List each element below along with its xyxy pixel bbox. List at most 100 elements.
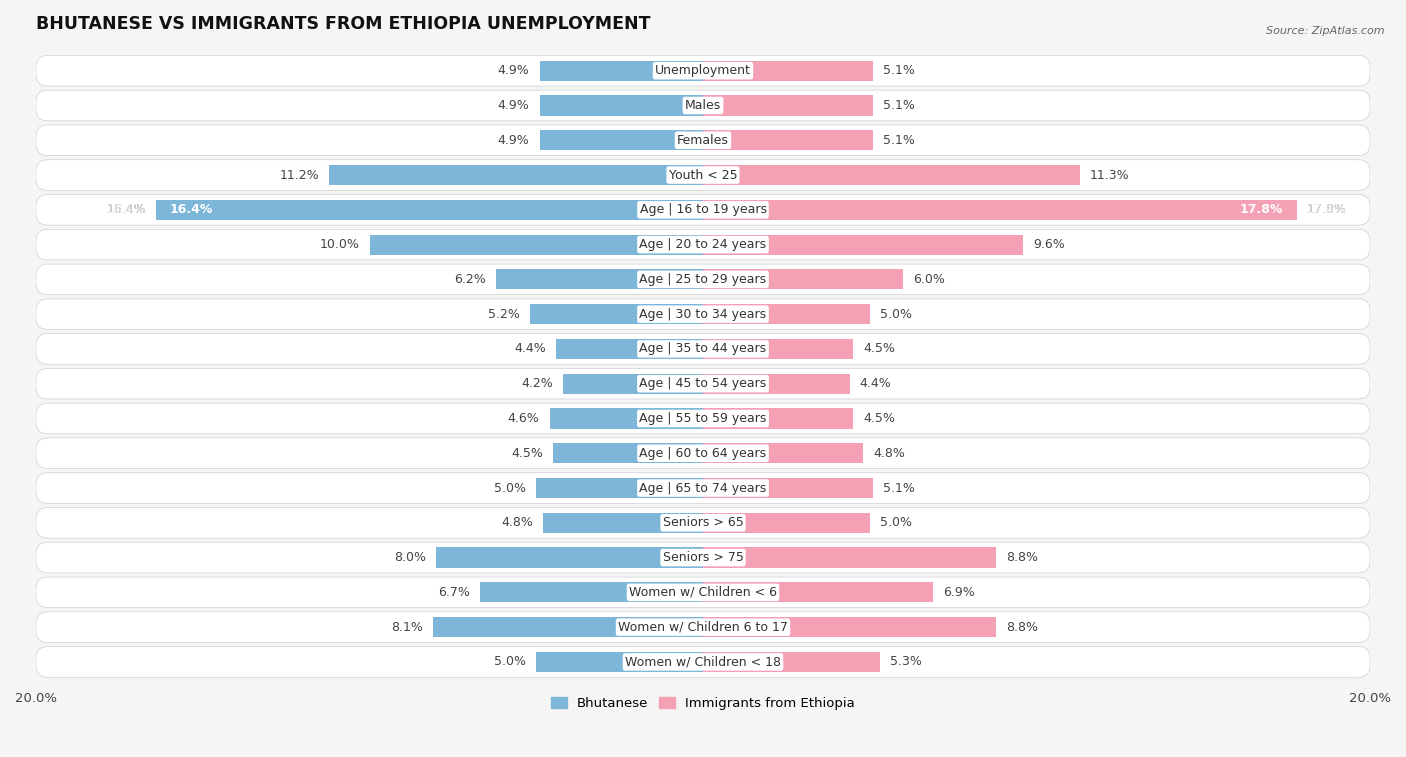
Bar [540, 130, 703, 151]
Text: 16.4%: 16.4% [107, 204, 146, 217]
Bar [703, 652, 880, 672]
Bar [553, 443, 703, 463]
Text: Age | 20 to 24 years: Age | 20 to 24 years [640, 238, 766, 251]
Text: 11.3%: 11.3% [1090, 169, 1129, 182]
Bar [703, 617, 997, 637]
FancyBboxPatch shape [37, 507, 1369, 538]
FancyBboxPatch shape [37, 55, 1369, 86]
Bar [156, 200, 703, 220]
Text: 5.1%: 5.1% [883, 134, 915, 147]
Text: 16.4%: 16.4% [107, 204, 146, 217]
Text: 8.8%: 8.8% [1007, 551, 1039, 564]
FancyBboxPatch shape [37, 369, 1369, 399]
Text: 6.2%: 6.2% [454, 273, 486, 286]
Text: BHUTANESE VS IMMIGRANTS FROM ETHIOPIA UNEMPLOYMENT: BHUTANESE VS IMMIGRANTS FROM ETHIOPIA UN… [37, 15, 651, 33]
Text: Women w/ Children < 18: Women w/ Children < 18 [626, 656, 780, 668]
Bar [703, 304, 870, 324]
Text: 5.0%: 5.0% [880, 516, 911, 529]
Bar [703, 339, 853, 359]
Text: Age | 30 to 34 years: Age | 30 to 34 years [640, 307, 766, 321]
Text: Age | 65 to 74 years: Age | 65 to 74 years [640, 481, 766, 494]
Text: 16.4%: 16.4% [169, 204, 212, 217]
Text: 6.9%: 6.9% [943, 586, 974, 599]
Text: 4.4%: 4.4% [515, 342, 547, 356]
Bar [703, 235, 1024, 254]
Bar [703, 408, 853, 428]
Bar [436, 547, 703, 568]
FancyBboxPatch shape [37, 472, 1369, 503]
Bar [370, 235, 703, 254]
Text: 8.8%: 8.8% [1007, 621, 1039, 634]
Text: Women w/ Children < 6: Women w/ Children < 6 [628, 586, 778, 599]
Bar [703, 165, 1080, 185]
Text: 4.9%: 4.9% [498, 64, 530, 77]
Bar [530, 304, 703, 324]
Text: Seniors > 65: Seniors > 65 [662, 516, 744, 529]
Bar [550, 408, 703, 428]
Bar [543, 512, 703, 533]
Bar [703, 200, 1296, 220]
Text: Women w/ Children 6 to 17: Women w/ Children 6 to 17 [619, 621, 787, 634]
Text: 11.2%: 11.2% [280, 169, 319, 182]
Bar [329, 165, 703, 185]
Bar [496, 269, 703, 289]
Text: 4.9%: 4.9% [498, 99, 530, 112]
FancyBboxPatch shape [37, 125, 1369, 156]
Text: 5.0%: 5.0% [880, 307, 911, 321]
Text: 4.5%: 4.5% [863, 412, 896, 425]
Text: 4.5%: 4.5% [863, 342, 896, 356]
FancyBboxPatch shape [37, 90, 1369, 121]
Text: 4.5%: 4.5% [510, 447, 543, 459]
Text: Age | 60 to 64 years: Age | 60 to 64 years [640, 447, 766, 459]
FancyBboxPatch shape [37, 542, 1369, 573]
Text: Age | 16 to 19 years: Age | 16 to 19 years [640, 204, 766, 217]
Text: 5.1%: 5.1% [883, 64, 915, 77]
Bar [540, 95, 703, 116]
Text: Source: ZipAtlas.com: Source: ZipAtlas.com [1267, 26, 1385, 36]
Text: Youth < 25: Youth < 25 [669, 169, 737, 182]
Text: Seniors > 75: Seniors > 75 [662, 551, 744, 564]
Text: 4.9%: 4.9% [498, 134, 530, 147]
Text: 10.0%: 10.0% [319, 238, 360, 251]
FancyBboxPatch shape [37, 264, 1369, 294]
Text: 4.2%: 4.2% [522, 377, 553, 390]
FancyBboxPatch shape [37, 160, 1369, 190]
Bar [562, 374, 703, 394]
Text: 8.1%: 8.1% [391, 621, 423, 634]
Bar [703, 443, 863, 463]
Bar [703, 582, 934, 603]
FancyBboxPatch shape [37, 612, 1369, 643]
Text: 4.6%: 4.6% [508, 412, 540, 425]
Text: 5.2%: 5.2% [488, 307, 520, 321]
Bar [703, 61, 873, 81]
Text: 5.0%: 5.0% [495, 656, 526, 668]
Text: 5.1%: 5.1% [883, 481, 915, 494]
Text: Age | 45 to 54 years: Age | 45 to 54 years [640, 377, 766, 390]
Text: Unemployment: Unemployment [655, 64, 751, 77]
Bar [703, 547, 997, 568]
Bar [536, 652, 703, 672]
Text: 4.8%: 4.8% [501, 516, 533, 529]
FancyBboxPatch shape [37, 577, 1369, 608]
Text: Females: Females [678, 134, 728, 147]
Bar [703, 374, 849, 394]
Bar [703, 478, 873, 498]
Bar [703, 95, 873, 116]
FancyBboxPatch shape [37, 403, 1369, 434]
Text: 9.6%: 9.6% [1033, 238, 1064, 251]
Text: 5.3%: 5.3% [890, 656, 922, 668]
Bar [557, 339, 703, 359]
Text: 8.0%: 8.0% [394, 551, 426, 564]
Text: 17.8%: 17.8% [1240, 204, 1284, 217]
FancyBboxPatch shape [37, 195, 1369, 225]
Text: 6.0%: 6.0% [912, 273, 945, 286]
Bar [479, 582, 703, 603]
Bar [536, 478, 703, 498]
FancyBboxPatch shape [37, 646, 1369, 678]
FancyBboxPatch shape [37, 299, 1369, 329]
Bar [703, 512, 870, 533]
Text: 17.8%: 17.8% [1306, 204, 1347, 217]
FancyBboxPatch shape [37, 334, 1369, 364]
Text: 5.0%: 5.0% [495, 481, 526, 494]
FancyBboxPatch shape [37, 438, 1369, 469]
